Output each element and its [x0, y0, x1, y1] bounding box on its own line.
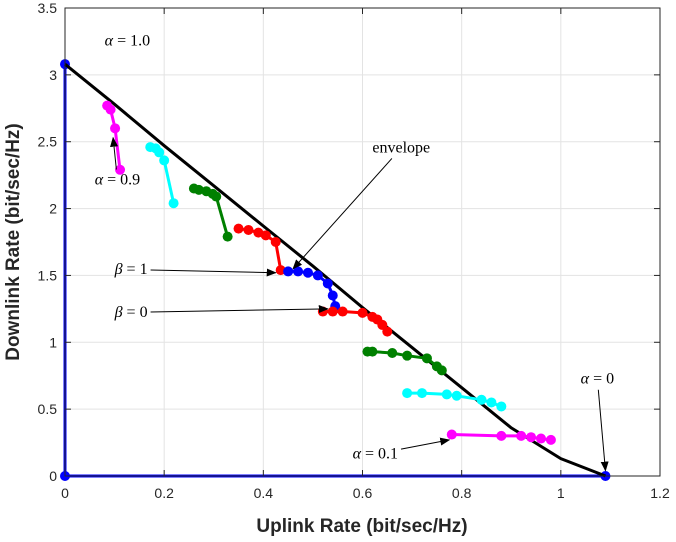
annotation-arrow — [150, 305, 329, 314]
series-8 — [362, 346, 447, 376]
annotation-arrow — [150, 268, 277, 277]
y-tick-label: 1.5 — [38, 267, 58, 283]
x-tick-label: 0.4 — [254, 485, 274, 501]
data-point — [327, 306, 338, 317]
data-point — [476, 394, 487, 405]
x-tick-label: 0 — [61, 485, 69, 501]
data-point — [496, 430, 507, 441]
data-point — [302, 267, 313, 278]
y-tick-label: 1 — [49, 334, 57, 350]
data-point — [222, 231, 233, 242]
annotation-text: α = 0.1 — [353, 446, 398, 463]
ticks: 0 0.2 0.4 0.6 0.8 1 1.2 0 0.5 1 1.5 2 2.5 3 3.5 — [38, 0, 670, 501]
data-point — [526, 432, 537, 443]
data-point — [516, 430, 527, 441]
series-5 — [233, 223, 286, 276]
annotation-text: β = 0 — [114, 304, 148, 321]
data-point — [486, 397, 497, 408]
data-point — [293, 266, 304, 277]
series-9 — [402, 388, 507, 412]
data-point — [270, 237, 281, 247]
annotation-arrow — [400, 437, 451, 450]
data-point — [188, 183, 199, 194]
annotation-arrow — [597, 389, 609, 472]
annotation-arrow — [292, 158, 393, 270]
series-3 — [145, 142, 179, 209]
data-point — [387, 347, 398, 358]
annotation: β = 0 — [114, 304, 329, 321]
x-tick-label: 1 — [557, 485, 565, 501]
x-tick-label: 0.2 — [154, 485, 174, 501]
data-point — [402, 388, 413, 399]
series-6 — [283, 266, 341, 312]
data-point — [312, 270, 323, 281]
y-tick-label: 2 — [49, 201, 57, 217]
series-10 — [446, 429, 556, 445]
data-point — [441, 389, 452, 400]
x-tick-label: 1.2 — [650, 485, 670, 501]
annotation: α = 0.1 — [353, 437, 451, 463]
data-point — [357, 307, 368, 318]
data-point — [317, 306, 328, 317]
data-point — [322, 278, 333, 289]
data-point — [496, 401, 507, 412]
annotation: envelope — [292, 139, 430, 270]
data-point — [275, 265, 286, 276]
data-point — [421, 353, 432, 364]
annotation: α = 0 — [581, 371, 614, 472]
data-point — [233, 223, 244, 234]
x-tick-label: 0.8 — [452, 485, 472, 501]
annotation-text: α = 0.9 — [95, 172, 140, 189]
data-point — [417, 388, 427, 399]
data-point — [545, 434, 556, 445]
annotations: α = 1.0 α = 0.9 envelope β = 1 β = 0 α = 0 α =… — [95, 32, 614, 472]
y-tick-label: 3.5 — [38, 0, 58, 16]
y-axis-label: Downlink Rate (bit/sec/Hz) — [3, 123, 24, 361]
series-4 — [188, 183, 233, 242]
annotation: α = 0.9 — [95, 136, 140, 189]
data-point — [115, 164, 126, 175]
data-point — [446, 429, 457, 440]
data-point — [253, 227, 264, 238]
series-7 — [317, 306, 393, 337]
data-point — [337, 306, 348, 317]
data-point — [402, 350, 413, 361]
y-tick-label: 0 — [49, 468, 57, 484]
data-point — [168, 198, 179, 209]
data-point — [367, 346, 378, 357]
annotation-text: envelope — [372, 139, 430, 156]
data-point — [243, 224, 254, 235]
data-point — [327, 290, 338, 301]
data-point — [201, 186, 212, 197]
x-tick-label: 0.6 — [353, 485, 373, 501]
annotation: β = 1 — [114, 261, 277, 278]
annotation-text: α = 0 — [581, 371, 614, 388]
data-point — [382, 326, 393, 337]
x-axis-label: Uplink Rate (bit/sec/Hz) — [256, 516, 467, 537]
annotation: α = 1.0 — [105, 32, 150, 49]
data-point — [110, 123, 121, 134]
data-point — [436, 365, 447, 376]
annotation-text: β = 1 — [114, 261, 148, 278]
data-point — [145, 142, 156, 153]
data-point — [159, 155, 170, 166]
y-tick-label: 3 — [49, 67, 57, 83]
data-point — [451, 390, 462, 401]
annotation-text: α = 1.0 — [105, 32, 150, 49]
y-tick-label: 2.5 — [38, 134, 58, 150]
data-point — [283, 266, 294, 277]
data-point — [536, 433, 546, 444]
annotation-arrow — [110, 136, 119, 170]
series-2 — [102, 100, 126, 175]
data-point — [102, 100, 113, 111]
y-tick-label: 0.5 — [38, 401, 58, 417]
